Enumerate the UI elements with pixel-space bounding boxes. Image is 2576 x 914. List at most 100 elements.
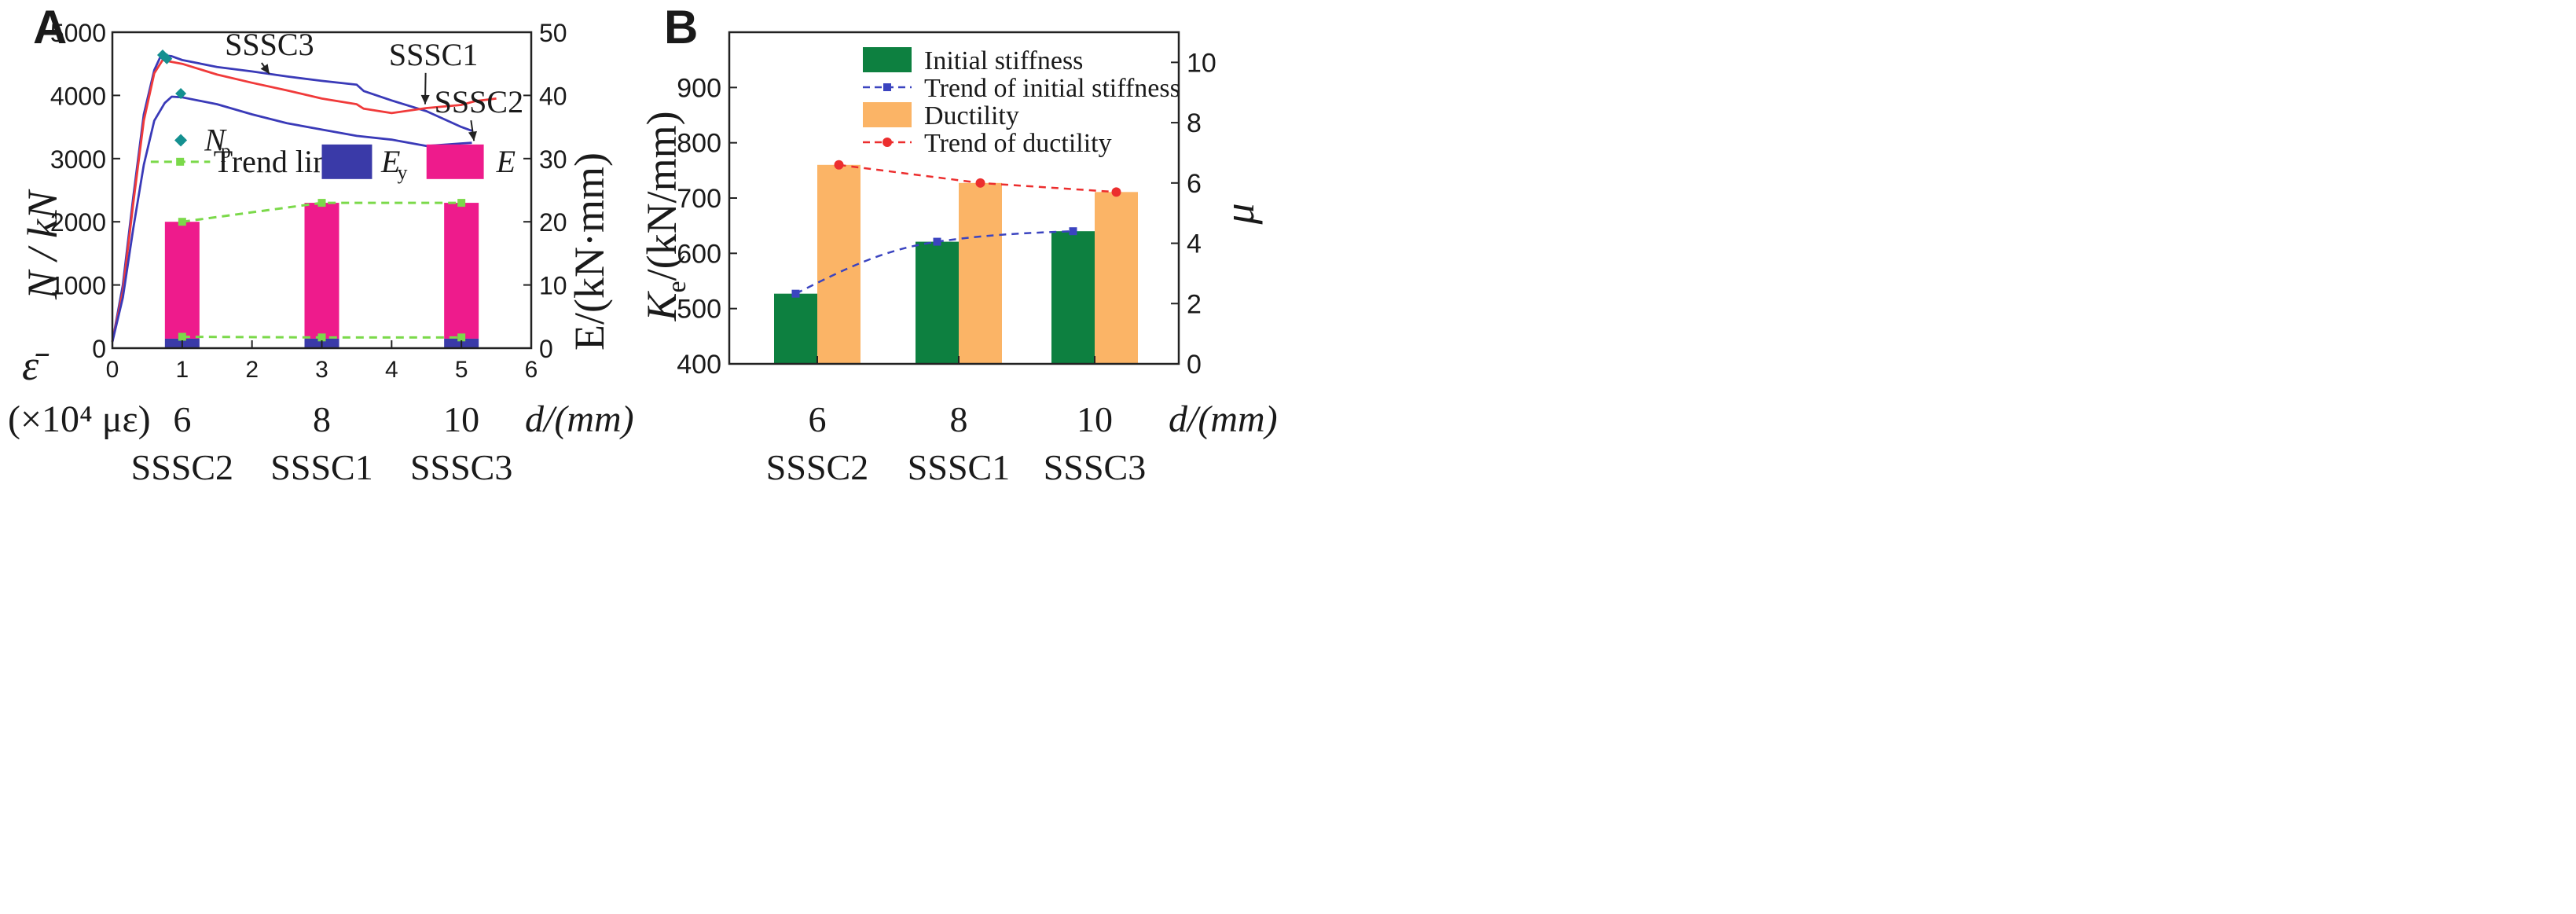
legend-trend-ductility-marker [883,138,892,147]
legend-ductility-swatch [863,102,912,127]
legend-trend-label: Trend line [214,144,343,179]
legend-trend-stiffness-marker [883,83,891,91]
panel-a-left-tick-label-4: 4000 [50,82,106,110]
panel-a-right-tick-label-2: 20 [539,208,567,237]
panel-a-d-label: d/(mm) [525,398,634,440]
curve-label-sssc2: SSSC2 [435,84,523,119]
legend-stiffness-swatch [863,47,912,72]
panel-a-left-axis-title: N / kN [19,189,66,300]
e-bar-3 [444,203,479,339]
panel-a-label: A [33,1,67,53]
legend-np-label: N [204,122,227,157]
trend-initial-stiffness-marker-3 [1069,227,1077,236]
legend-ey-label: E [380,144,400,179]
trend-line-ey-marker-1 [178,332,186,341]
curve-sssc2 [111,95,472,343]
legend-label-1: Initial stiffness [924,46,1083,75]
panel-b-right-tick-label-4: 8 [1187,108,1202,138]
panel-b-k-unit: /(kN/mm) [638,111,685,281]
curve-sssc1 [111,58,497,343]
panel-a-d-value-3: 10 [443,399,479,439]
panel-b-left-tick-label-3: 700 [677,184,721,214]
panel-b-d-label: d/(mm) [1169,398,1278,440]
stiffness-bar-3 [1051,231,1095,364]
panel-b-specimen-3: SSSC3 [1044,447,1146,487]
trend-ductility-marker-3 [1111,187,1121,197]
legend-label-4: Trend of ductility [924,129,1112,158]
trend-line-ey-marker-3 [457,333,466,342]
panel-a-left-tick-label-1: 1000 [50,272,106,300]
panel-a-left-tick-label-2: 2000 [50,208,106,237]
panel-a-x-tick-label-5: 5 [455,357,468,383]
stiffness-bar-1 [774,293,817,364]
panel-b-k-symbol: K [638,291,685,322]
legend-e-swatch [426,144,484,179]
np-point-2 [161,53,173,64]
legend-trend-marker [176,157,185,166]
legend-np-subscript: p [221,139,231,162]
curve-label-arrowhead-1 [260,64,270,75]
panel-a-x-tick-label-1: 1 [175,357,189,383]
panel-a-x-unit: (×10⁴ με) [8,398,151,440]
legend-ey-swatch [321,144,372,179]
trend-line-e-marker-2 [317,199,326,207]
stiffness-bar-2 [916,241,959,364]
panel-a-right-tick-label-5: 50 [539,19,567,47]
panel-a-left-tick-label-0: 0 [92,335,106,363]
panel-b-specimen-2: SSSC1 [908,447,1010,487]
panel-b-category-3: 10 [1077,399,1113,439]
legend-label-2: Trend of initial stiffness [924,74,1180,103]
panel-b-right-tick-label-3: 6 [1187,169,1202,199]
ductility-bar-3 [1095,192,1138,364]
panel-b-label: B [664,1,698,53]
panel-a-d-value-1: 6 [173,399,191,439]
ductility-bar-2 [959,182,1002,364]
panel-b-right-tick-label-1: 2 [1187,289,1202,319]
trend-ductility-marker-2 [975,178,985,188]
panel-b-left-tick-label-5: 900 [677,73,721,103]
curve-label-arrowhead-2 [420,94,430,105]
panel-a-d-value-2: 8 [313,399,331,439]
panel-b-category-1: 6 [809,399,827,439]
panel-b-left-tick-label-2: 600 [677,239,721,269]
legend-label-3: Ductility [924,101,1019,130]
panel-a-x-tick-label-0: 0 [106,357,119,383]
panel-a-x-tick-label-3: 3 [315,357,328,383]
panel-b-left-tick-label-0: 400 [677,350,721,380]
panel-a-left-tick-label-5: 5000 [50,19,106,47]
panel-a-specimen-1: SSSC2 [131,447,233,487]
panel-b-left-tick-label-4: 800 [677,129,721,159]
legend-np-marker [174,134,188,147]
ductility-bar-1 [817,164,861,364]
e-bar-2 [304,203,339,339]
panel-b-specimen-1: SSSC2 [766,447,868,487]
panel-b-right-tick-label-5: 10 [1187,48,1216,78]
np-point-3 [175,87,187,99]
trend-line-e-marker-3 [457,199,466,207]
legend-e-label: E [496,144,516,179]
panel-b-right-tick-label-0: 0 [1187,350,1202,380]
panel-a-right-tick-label-4: 40 [539,82,567,110]
panel-a-left-tick-label-3: 3000 [50,145,106,174]
panel-b-k-subscript: e [662,281,692,292]
legend-ey-subscript: y [397,161,407,184]
e-bar-1 [164,222,200,339]
panel-a-specimen-2: SSSC1 [270,447,372,487]
trend-initial-stiffness-marker-1 [791,289,800,298]
panel-a-specimen-3: SSSC3 [410,447,512,487]
panel-a-right-tick-label-0: 0 [539,335,553,363]
trend-line-ey-marker-2 [317,333,326,342]
panel-a-right-tick-label-1: 10 [539,272,567,300]
panel-a-x-tick-label-6: 6 [525,357,538,383]
panel-b-category-2: 8 [950,399,968,439]
trend-ductility-marker-1 [834,160,844,170]
panel-a-x-tick-label-4: 4 [385,357,398,383]
panel-a-right-tick-label-3: 30 [539,145,567,174]
panel-b-left-axis-title: Ke/(kN/mm) [638,111,692,321]
panel-b-right-axis-title: μ [1216,203,1263,225]
